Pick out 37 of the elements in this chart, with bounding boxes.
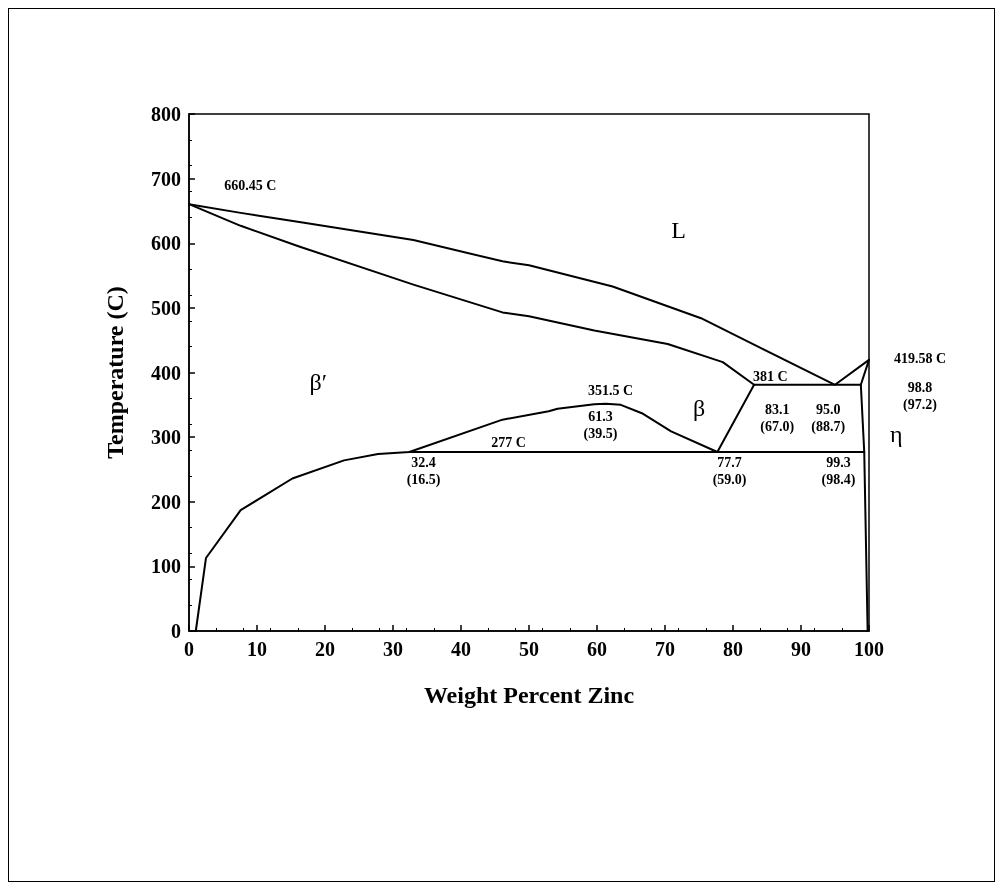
y-tick-label: 100 <box>151 555 181 578</box>
y-tick-label: 800 <box>151 103 181 125</box>
x-axis-title: Weight Percent Zinc <box>423 682 635 708</box>
y-tick-label: 300 <box>151 426 181 449</box>
y-tick-label: 700 <box>151 167 181 190</box>
y-tick-label: 400 <box>151 361 181 384</box>
y-tick-label: 200 <box>151 490 181 513</box>
text: 98.8 (97.2) <box>903 380 938 414</box>
y-tick-label: 500 <box>151 296 181 319</box>
x-tick-label: 20 <box>315 638 335 660</box>
annotation: β <box>692 395 706 422</box>
x-tick-label: 60 <box>587 638 607 660</box>
annotation: 660.45 C <box>224 177 277 193</box>
annotation: β′ <box>309 369 327 396</box>
y-axis-title: Temperature (C) <box>102 286 128 459</box>
annotation: 381 C <box>753 368 788 384</box>
y-tick-label: 600 <box>151 232 181 255</box>
x-tick-label: 80 <box>723 638 743 660</box>
annotation: 32.4 (16.5) <box>406 455 441 489</box>
x-tick-label: 90 <box>791 638 811 660</box>
annotation: 351.5 C <box>588 383 634 399</box>
annotation: 77.7 (59.0) <box>712 455 747 489</box>
x-tick-label: 10 <box>247 638 267 660</box>
x-tick-label: 100 <box>854 638 884 660</box>
annotation: 83.1 (67.0) <box>760 401 795 435</box>
text: η <box>889 420 903 447</box>
annotation: 277 C <box>491 435 526 451</box>
x-tick-label: 70 <box>655 638 675 660</box>
annotation: 99.3 (98.4) <box>821 455 856 489</box>
x-tick-label: 40 <box>451 638 471 660</box>
text: 419.58 C <box>893 350 947 366</box>
annotation: L <box>671 217 686 244</box>
x-tick-label: 50 <box>519 638 539 660</box>
x-tick-label: 30 <box>383 638 403 660</box>
annotation: 95.0 (88.7) <box>811 401 846 435</box>
y-tick-label: 0 <box>171 620 181 642</box>
annotation: 61.3 (39.5) <box>583 409 618 443</box>
